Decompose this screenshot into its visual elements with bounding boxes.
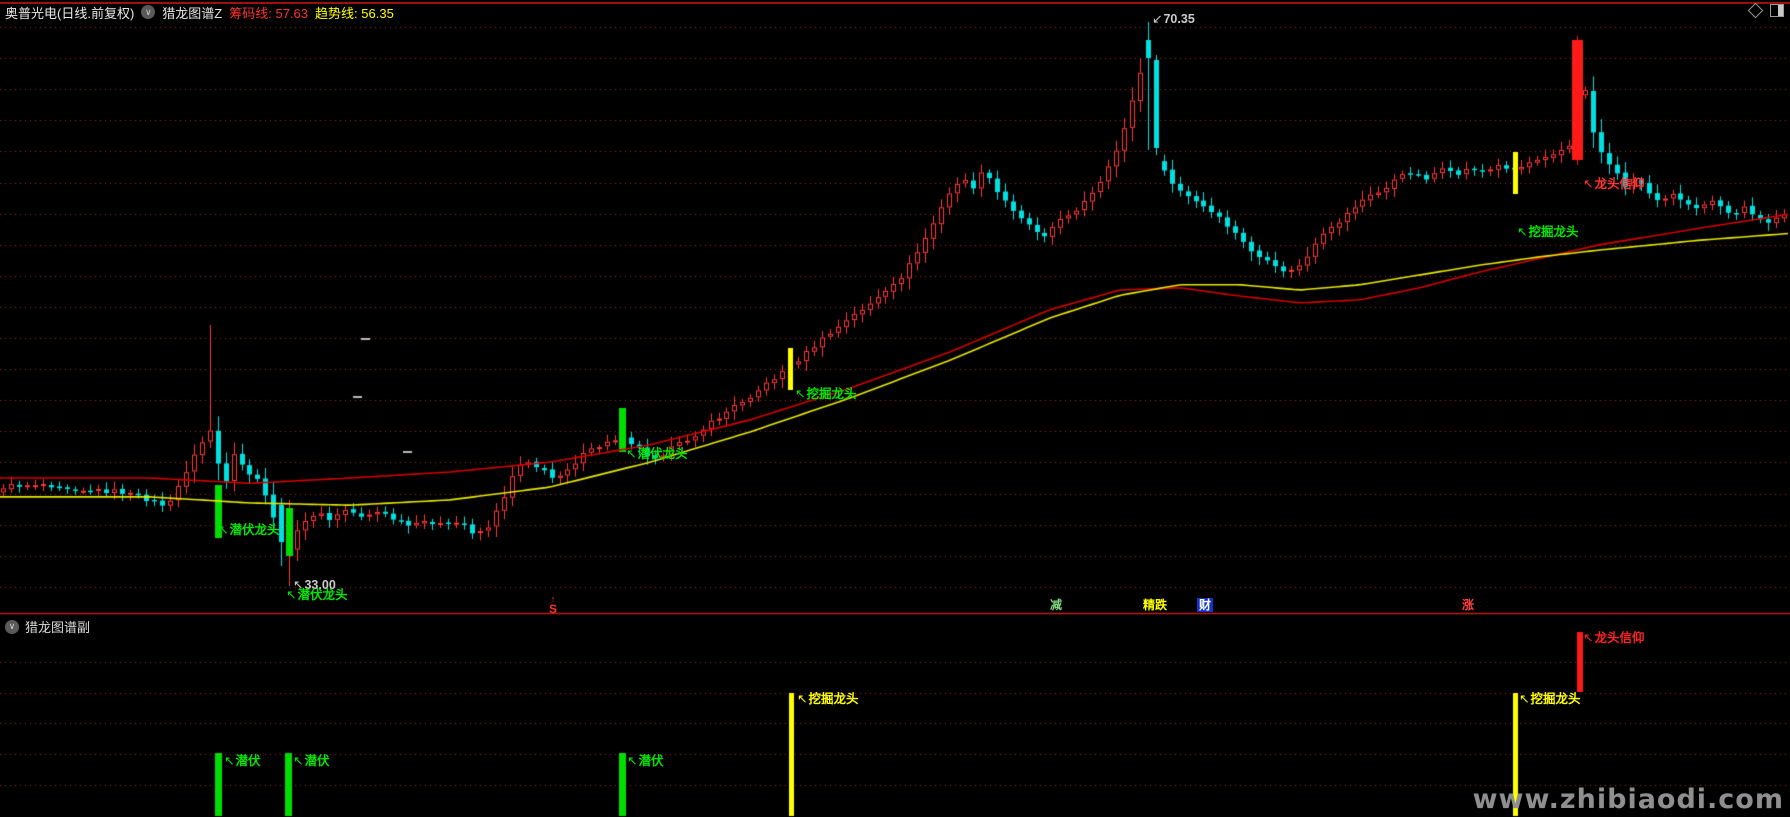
arrow-icon: ↖ (293, 578, 304, 592)
sub-panel-title: 猎龙图谱副 (25, 620, 91, 635)
signal-label-text: 挖掘龙头 (1530, 692, 1581, 706)
signal-label: ↖潜伏龙头 (286, 589, 348, 602)
signal-label-text: 龙头信仰 (1594, 631, 1645, 645)
signal-label-text: 潜伏 (235, 754, 261, 768)
bottom-marker: 减 (1050, 599, 1062, 611)
bottom-marker-text: S (549, 602, 558, 616)
arrow-icon: ↖ (218, 523, 229, 537)
signal-label: ↖33.00 (293, 579, 336, 592)
arrow-icon: ↖ (797, 692, 808, 706)
signal-label-text: 龙头信仰 (1594, 177, 1645, 191)
signal-label-text: 挖掘龙头 (1528, 225, 1579, 239)
signal-label-text: 潜伏龙头 (229, 523, 280, 537)
arrow-icon: ↖ (1583, 631, 1594, 645)
signal-label: ↖龙头信仰 (1583, 632, 1645, 645)
arrow-icon: ↖ (627, 754, 638, 768)
bottom-marker: 财 (1197, 598, 1214, 612)
arrow-icon: ↖ (286, 588, 297, 602)
bottom-marker-text: 减 (1050, 598, 1063, 612)
bottom-marker: ↑ S (549, 594, 558, 616)
bottom-marker: 涨 (1462, 599, 1474, 611)
signal-label: ↙70.35 (1152, 13, 1195, 26)
signal-label-text: 潜伏 (638, 754, 664, 768)
signal-label: ↖挖掘龙头 (797, 693, 859, 706)
signal-label: ↖挖掘龙头 (795, 388, 857, 401)
arrow-icon: ↖ (1583, 177, 1594, 191)
arrow-icon: ↖ (293, 754, 304, 768)
arrow-icon: ↖ (626, 447, 637, 461)
signal-label-text: 70.35 (1163, 12, 1195, 26)
watermark: www.zhibiaodi.com (1472, 784, 1784, 815)
sub-panel-header: ∨ 猎龙图谱副 (5, 617, 90, 636)
signal-label-text: 潜伏龙头 (297, 588, 348, 602)
bottom-marker-text: 财 (1199, 598, 1212, 612)
arrow-icon: ↖ (795, 387, 806, 401)
signal-label: ↖挖掘龙头 (1517, 226, 1579, 239)
signal-label: ↖潜伏 (293, 755, 330, 768)
arrow-icon: ↖ (1517, 225, 1528, 239)
bottom-marker: 精跌 (1143, 599, 1167, 611)
bottom-marker-text: 涨 (1462, 598, 1475, 612)
signal-label: ↖挖掘龙头 (1519, 693, 1581, 706)
signal-label: ↖潜伏龙头 (218, 524, 280, 537)
up-arrow-icon: ↑ (550, 594, 556, 604)
signal-label-text: 挖掘龙头 (806, 387, 857, 401)
signal-label: ↖龙头信仰 (1583, 178, 1645, 191)
arrow-icon: ↙ (1152, 12, 1163, 26)
arrow-icon: ↖ (224, 754, 235, 768)
signal-label: ↖潜伏龙头 (626, 448, 688, 461)
signal-label-text: 潜伏龙头 (637, 447, 688, 461)
signal-label-text: 潜伏 (304, 754, 330, 768)
chevron-down-icon[interactable]: ∨ (5, 619, 19, 634)
bottom-marker-text: 精跌 (1143, 598, 1168, 612)
signal-label: ↖潜伏 (224, 755, 261, 768)
signal-label-text: 挖掘龙头 (808, 692, 859, 706)
arrow-icon: ↖ (1519, 692, 1530, 706)
signal-label-text: 33.00 (304, 578, 336, 592)
signal-label: ↖潜伏 (627, 755, 664, 768)
